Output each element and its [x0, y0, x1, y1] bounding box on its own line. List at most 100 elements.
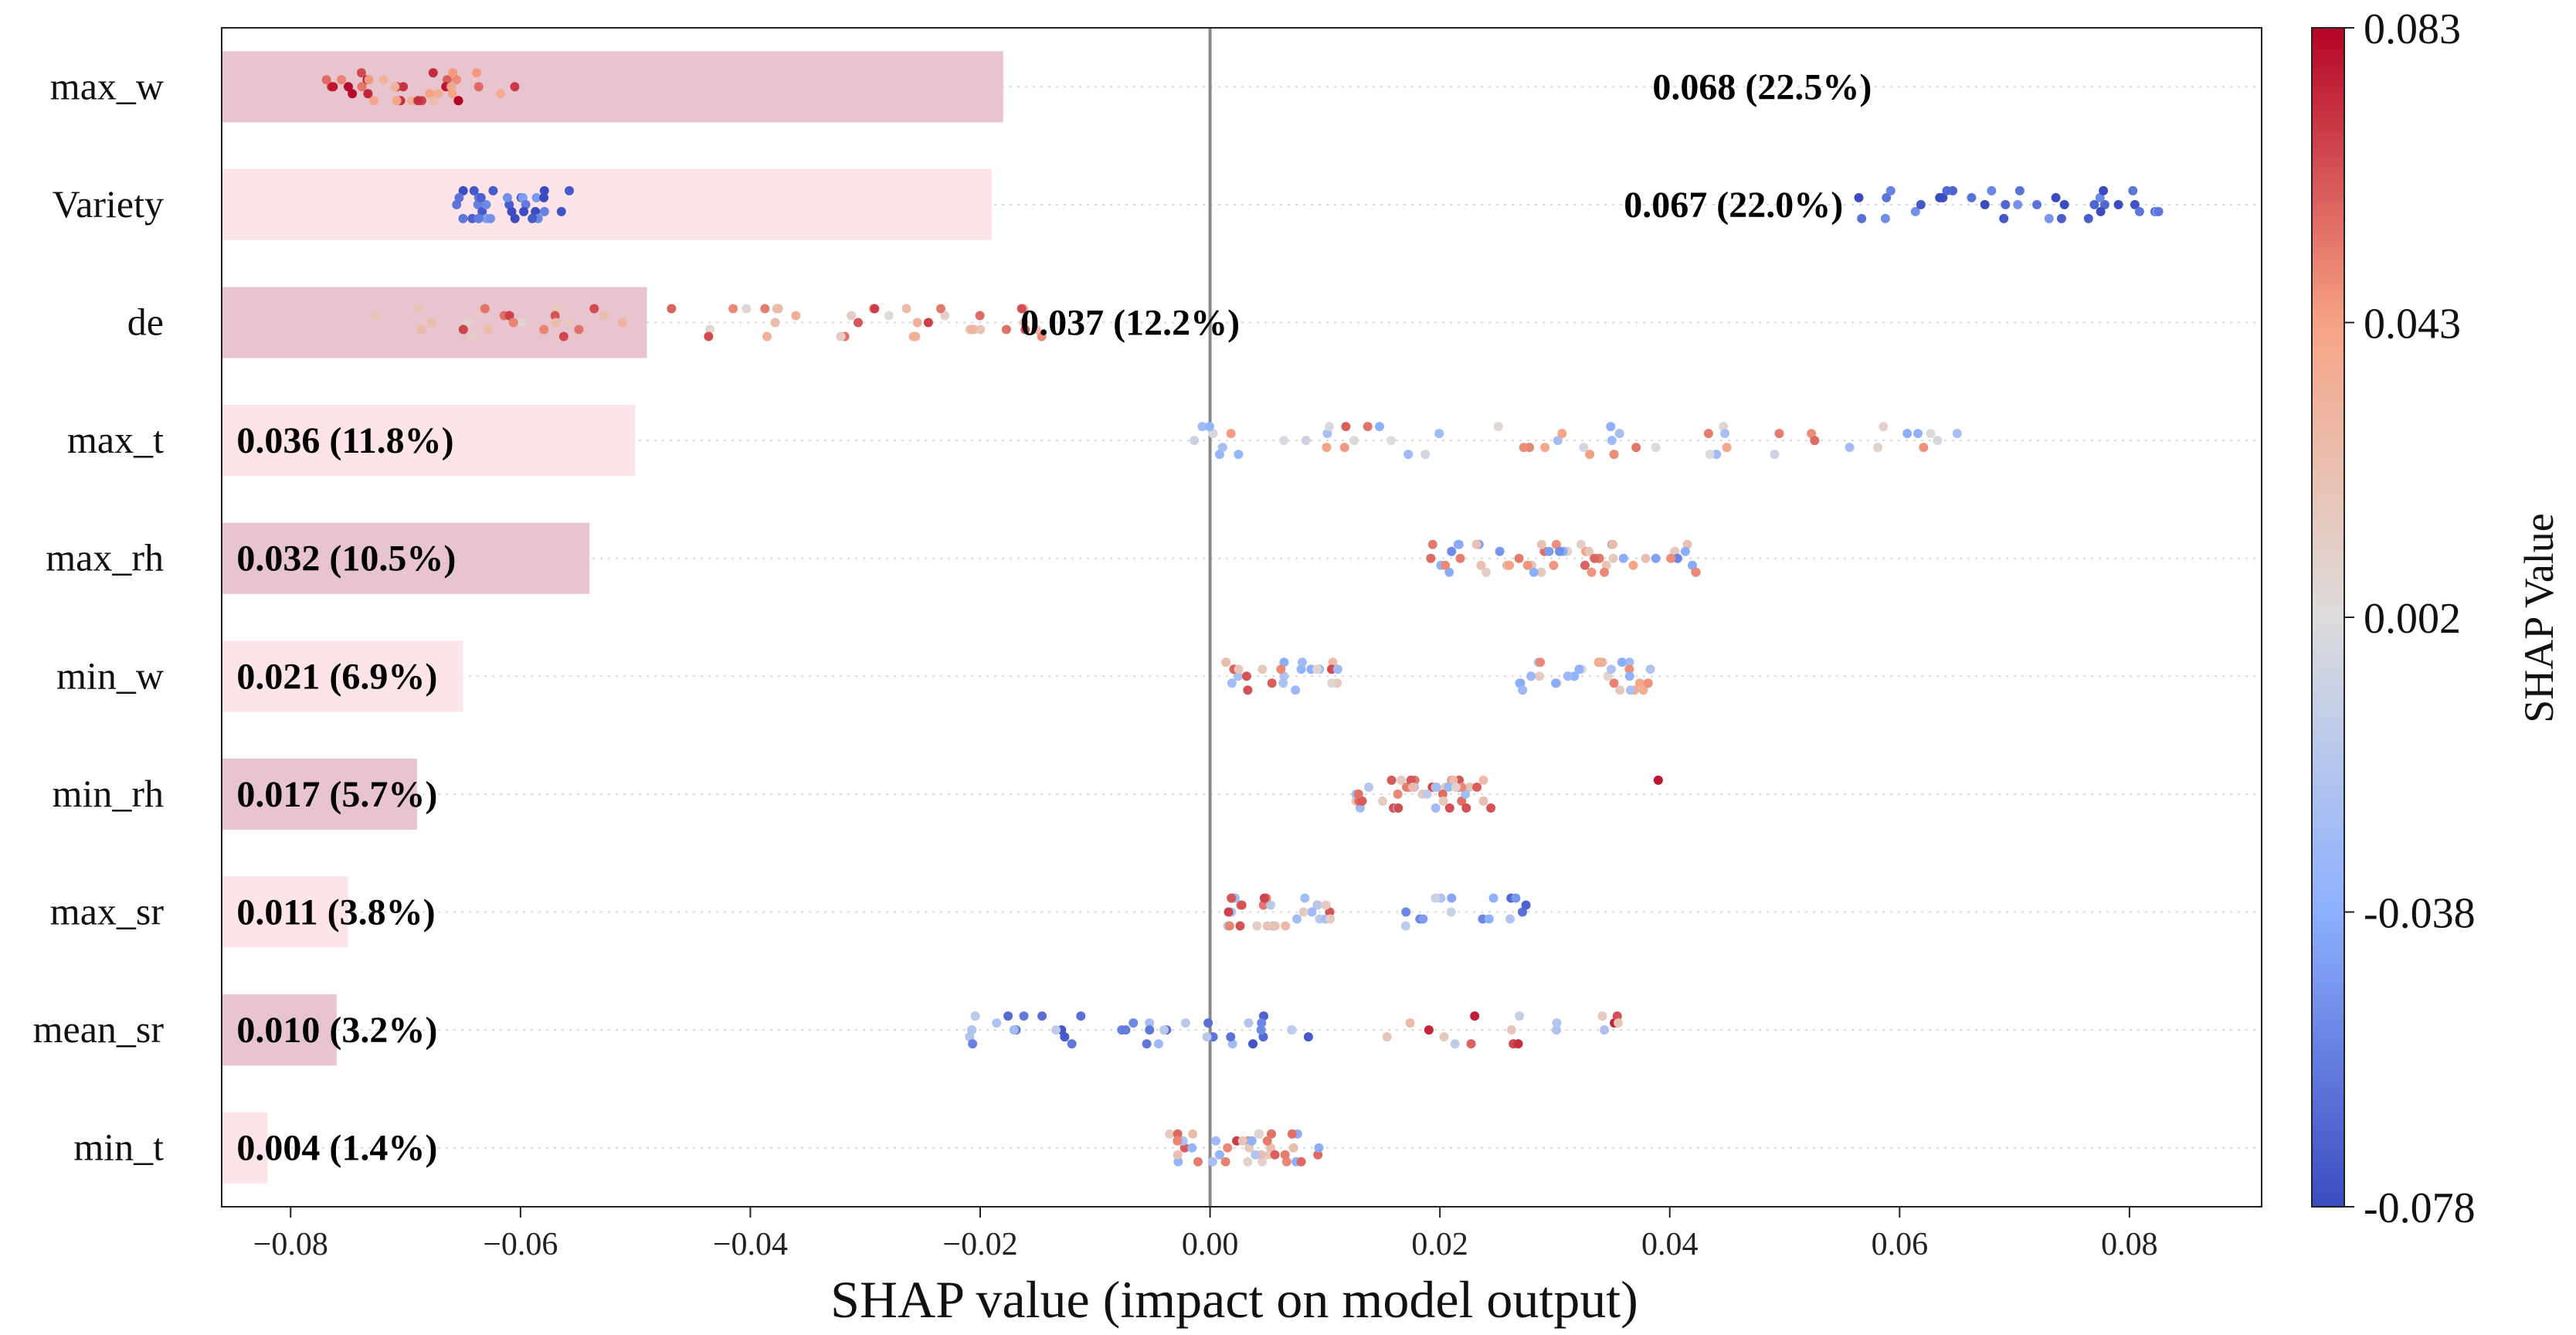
shap-point-min_rh	[1396, 775, 1406, 785]
shap-point-min_w	[1297, 657, 1307, 668]
shap-point-mean_sr	[1612, 1011, 1622, 1021]
shap-point-de	[599, 311, 609, 321]
shap-point-max_w	[356, 68, 366, 78]
shap-point-min_w	[1574, 664, 1584, 674]
shap-point-max_t	[1614, 429, 1624, 439]
shap-point-min_w	[1291, 685, 1301, 695]
shap-point-mean_sr	[965, 1032, 975, 1042]
importance-label-de: 0.037 (12.2%)	[1020, 303, 1240, 344]
shap-point-max_rh	[1505, 560, 1515, 570]
shap-point-min_w	[1624, 657, 1634, 668]
shap-point-max_t	[1403, 450, 1414, 460]
shap-point-de	[853, 318, 863, 328]
shap-point-max_sr	[1262, 921, 1272, 931]
shap-point-min_w	[1278, 678, 1288, 688]
shap-point-max_rh	[1584, 546, 1594, 556]
shap-point-Variety	[452, 199, 462, 209]
shap-point-min_rh	[1431, 803, 1441, 813]
shap-point-Variety	[2099, 185, 2109, 195]
shap-point-max_t	[1631, 443, 1641, 453]
shap-point-max_rh	[1529, 567, 1539, 577]
shap-point-max_rh	[1576, 539, 1586, 549]
importance-label-max_w: 0.068 (22.5%)	[1652, 66, 1872, 107]
shap-point-max_t	[1279, 436, 1289, 446]
shap-point-max_t	[1190, 436, 1200, 446]
shap-point-Variety	[539, 206, 549, 216]
shap-point-mean_sr	[1121, 1025, 1131, 1035]
shap-point-min_t	[1281, 1157, 1291, 1167]
shap-point-min_w	[1267, 678, 1277, 688]
importance-label-Variety: 0.067 (22.0%)	[1624, 185, 1843, 226]
shap-point-max_t	[1774, 429, 1784, 439]
shap-point-max_sr	[1478, 914, 1488, 924]
shap-point-Variety	[2153, 206, 2164, 216]
shap-point-max_rh	[1608, 553, 1618, 563]
shap-point-max_rh	[1680, 546, 1690, 556]
shap-point-min_w	[1279, 657, 1289, 668]
shap-point-Variety	[2001, 199, 2011, 209]
shap-point-mean_sr	[1439, 1032, 1449, 1042]
shap-point-min_t	[1188, 1129, 1198, 1139]
shap-point-min_w	[1535, 671, 1545, 681]
shap-point-min_w	[1327, 678, 1337, 688]
shap-point-max_sr	[1325, 907, 1335, 917]
shap-point-max_t	[1493, 422, 1503, 432]
shap-point-de	[923, 318, 933, 328]
colorbar-tick-label: -0.078	[2364, 1184, 2476, 1232]
shap-point-max_sr	[1235, 921, 1245, 931]
shap-point-de	[940, 311, 950, 321]
shap-point-de	[912, 318, 922, 328]
shap-point-mean_sr	[1202, 1032, 1212, 1042]
shap-point-Variety	[1880, 213, 1890, 223]
shap-point-max_rh	[1666, 553, 1676, 563]
feature-label-min_rh: min_rh	[53, 772, 164, 815]
shap-point-mean_sr	[1470, 1011, 1480, 1021]
x-tick-label: 0.00	[1182, 1227, 1239, 1262]
shap-point-Variety	[531, 192, 541, 202]
shap-point-min_w	[1563, 671, 1573, 681]
shap-point-max_t	[1705, 450, 1715, 460]
shap-point-max_sr	[1252, 921, 1262, 931]
shap-point-max_t	[1339, 443, 1349, 453]
shap-point-mean_sr	[1382, 1032, 1392, 1042]
shap-point-max_sr	[1227, 893, 1237, 903]
shap-point-Variety	[528, 213, 538, 223]
shap-point-max_rh	[1682, 539, 1692, 549]
feature-label-min_t: min_t	[73, 1126, 164, 1169]
shap-point-min_w	[1638, 685, 1648, 695]
colorbar-tick-label: 0.043	[2364, 301, 2461, 348]
importance-bar-mean_sr	[222, 994, 337, 1066]
shap-point-Variety	[504, 199, 514, 209]
shap-point-max_sr	[1312, 900, 1322, 910]
shap-point-min_t	[1173, 1136, 1183, 1146]
shap-point-max_t	[1879, 422, 1889, 432]
shap-point-de	[539, 324, 549, 335]
shap-point-min_t	[1215, 1150, 1225, 1160]
shap-point-min_t	[1244, 1143, 1254, 1153]
shap-point-de	[967, 324, 977, 335]
shap-point-max_rh	[1607, 539, 1617, 549]
shap-point-mean_sr	[1506, 1025, 1516, 1035]
shap-point-max_w	[429, 96, 439, 106]
shap-point-Variety	[539, 185, 549, 195]
shap-point-min_t	[1179, 1143, 1190, 1153]
shap-point-mean_sr	[1180, 1018, 1190, 1028]
shap-point-min_w	[1597, 657, 1607, 668]
shap-point-max_rh	[1672, 553, 1682, 563]
shap-point-max_t	[1952, 429, 1962, 439]
shap-point-mean_sr	[1067, 1039, 1077, 1049]
shap-point-max_w	[406, 96, 416, 106]
shap-point-Variety	[2128, 185, 2138, 195]
shap-point-de	[884, 311, 894, 321]
shap-point-de	[870, 304, 880, 314]
shap-point-min_rh	[1438, 796, 1448, 806]
shap-point-max_t	[1606, 422, 1616, 432]
shap-point-max_t	[1234, 450, 1244, 460]
shap-point-Variety	[2014, 185, 2024, 195]
shap-point-max_rh	[1641, 553, 1651, 563]
shap-point-Variety	[502, 192, 512, 202]
shap-point-de	[760, 304, 770, 314]
shap-point-mean_sr	[1226, 1032, 1236, 1042]
shap-point-mean_sr	[1159, 1025, 1169, 1035]
shap-point-max_sr	[1237, 900, 1247, 910]
